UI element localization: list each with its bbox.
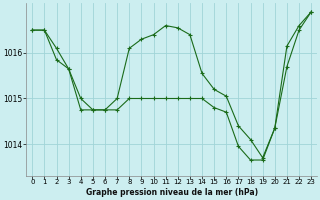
- X-axis label: Graphe pression niveau de la mer (hPa): Graphe pression niveau de la mer (hPa): [86, 188, 258, 197]
